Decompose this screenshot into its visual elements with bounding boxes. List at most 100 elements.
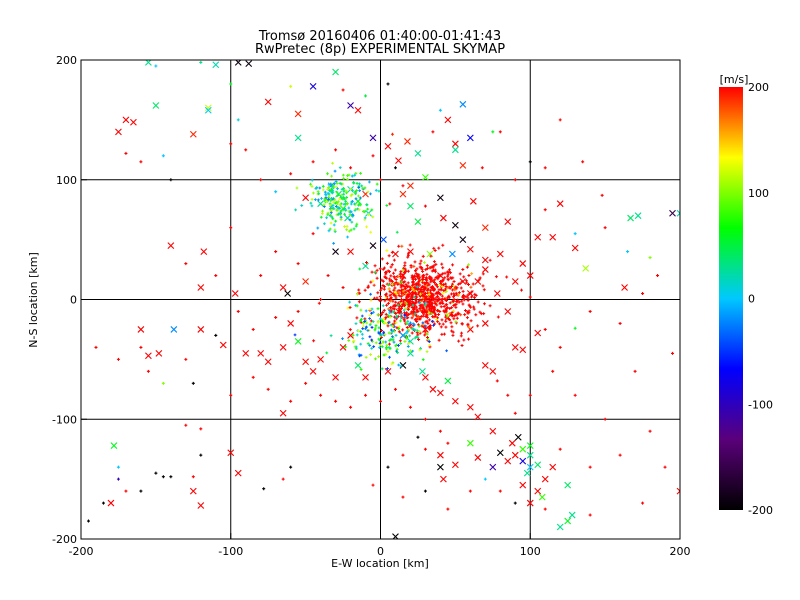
cluster-point (354, 197, 358, 201)
data-point-plus (480, 166, 484, 170)
data-point-x (369, 242, 377, 250)
cluster-point (391, 335, 394, 339)
data-point-x (264, 358, 272, 366)
cluster-point (357, 208, 361, 212)
cluster-point (419, 305, 423, 309)
cluster-point (433, 278, 437, 282)
cluster-point (400, 280, 403, 284)
cluster-point (384, 270, 388, 274)
cluster-point (416, 273, 420, 277)
data-point-x (448, 250, 456, 258)
cluster-point (350, 220, 354, 224)
cluster-point (432, 246, 436, 250)
data-point-x (451, 397, 459, 405)
cluster-point (357, 329, 360, 333)
cluster-point (372, 283, 376, 287)
chart-subtitle: RwPretec (8p) EXPERIMENTAL SKYMAP (255, 42, 505, 57)
cluster-point (466, 296, 470, 300)
cluster-point (388, 355, 391, 359)
cluster-point (482, 288, 486, 292)
data-point-plus (154, 64, 158, 68)
cluster-point (439, 325, 443, 329)
cluster-point (341, 173, 345, 177)
cluster-point (323, 222, 326, 226)
cluster-point (330, 187, 333, 191)
cluster-point (388, 293, 392, 297)
cluster-point (424, 276, 428, 280)
cluster-point (415, 267, 419, 271)
cluster-point (383, 333, 387, 336)
cluster-point (354, 192, 358, 196)
cluster-point (366, 329, 370, 332)
cluster-point (387, 254, 391, 258)
cluster-point (351, 188, 354, 192)
cluster-point (396, 290, 400, 294)
data-point-x (309, 82, 317, 90)
cluster-point (317, 192, 321, 196)
cluster-point (363, 320, 367, 323)
cluster-point (348, 210, 352, 214)
data-point-plus (214, 333, 218, 337)
cluster-point (392, 340, 396, 344)
cluster-point (451, 333, 455, 337)
data-point-x (538, 493, 546, 501)
cluster-point (443, 309, 447, 313)
cluster-point (450, 306, 454, 310)
data-point-plus (349, 166, 353, 170)
cluster-point (401, 300, 405, 304)
cluster-point (446, 286, 450, 290)
data-point-x (107, 499, 115, 507)
y-tick-label: 100 (56, 174, 77, 187)
cluster-point (406, 285, 410, 289)
cluster-point (424, 324, 428, 328)
colorbar-tick-label: 0 (748, 293, 755, 306)
cluster-point (358, 267, 362, 271)
data-point-x (167, 242, 175, 250)
cluster-point (411, 275, 415, 279)
cluster-point (423, 295, 427, 299)
data-point-x (309, 367, 317, 375)
cluster-point (322, 203, 326, 206)
cluster-point (380, 278, 384, 282)
cluster-point (432, 260, 436, 264)
cluster-point (399, 312, 403, 316)
cluster-point (410, 316, 414, 320)
cluster-point (387, 270, 391, 274)
data-point-plus (229, 142, 233, 146)
data-point-plus (289, 399, 293, 403)
cluster-point (370, 208, 374, 212)
data-point-x (294, 110, 302, 118)
cluster-point (478, 310, 482, 314)
cluster-point (389, 299, 393, 303)
cluster-point (464, 295, 468, 299)
cluster-point (333, 198, 337, 202)
cluster-point (295, 186, 299, 190)
data-point-x (469, 197, 477, 205)
cluster-point (415, 285, 419, 289)
cluster-point (452, 298, 456, 302)
data-point-plus (401, 453, 405, 457)
cluster-point (431, 315, 435, 319)
cluster-point (327, 186, 331, 190)
cluster-point (333, 228, 337, 232)
cluster-point (385, 322, 389, 326)
cluster-point (449, 313, 453, 317)
cluster-point (443, 287, 447, 291)
cluster-point (443, 276, 447, 280)
cluster-point (418, 307, 422, 311)
colorbar (719, 87, 743, 510)
data-point-plus (184, 357, 188, 361)
data-point-x (534, 329, 542, 337)
cluster-point (386, 367, 389, 370)
cluster-point (334, 219, 338, 223)
cluster-point (394, 277, 398, 281)
data-point-x (234, 469, 242, 477)
cluster-point (366, 342, 370, 346)
cluster-point (467, 337, 471, 341)
cluster-point (357, 288, 361, 292)
cluster-point (407, 312, 411, 316)
data-point-plus (416, 435, 420, 439)
cluster-point (384, 312, 388, 316)
cluster-point (392, 258, 396, 262)
cluster-point (358, 319, 362, 323)
